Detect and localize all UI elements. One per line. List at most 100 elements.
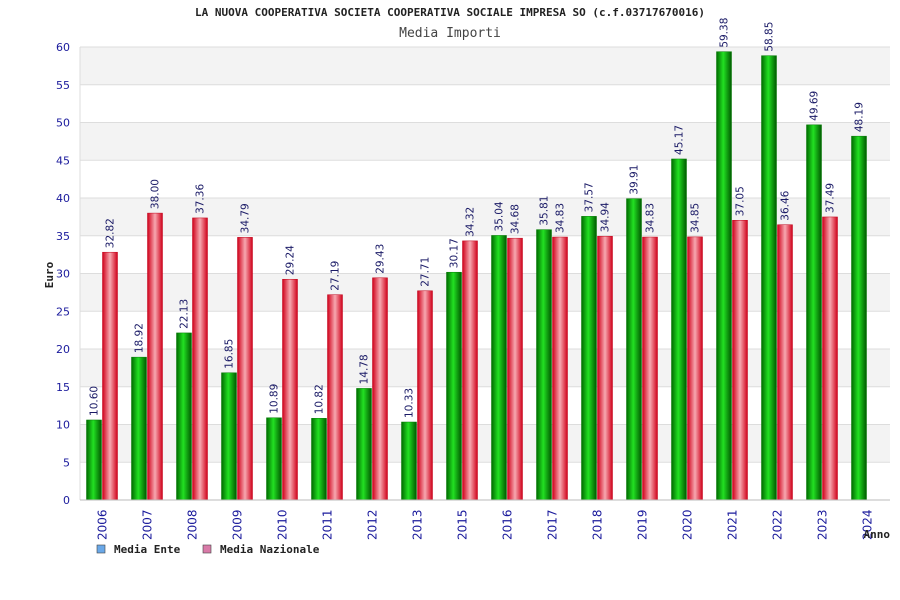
y-tick-label: 0 xyxy=(63,494,70,507)
value-label-media-ente-2013: 10.33 xyxy=(404,388,416,418)
bar-media-nazionale-2022 xyxy=(777,224,793,501)
plot-band xyxy=(80,386,890,425)
y-tick-label: 60 xyxy=(56,41,70,54)
x-tick-label-2007: 2007 xyxy=(141,509,155,540)
bar-media-ente-2019 xyxy=(626,198,642,501)
plot-band xyxy=(80,198,890,236)
bars xyxy=(86,51,867,501)
bar-media-ente-2011 xyxy=(311,418,327,501)
bar-media-nazionale-2019 xyxy=(642,236,658,501)
x-tick-label-2012: 2012 xyxy=(366,509,380,540)
y-axis-ticks: 0 5 10 15 20 25 30 35 40 45 50 55 60 xyxy=(56,41,70,507)
x-tick-label-2009: 2009 xyxy=(231,509,245,540)
plot-band xyxy=(80,122,890,161)
x-tick-label-2013: 2013 xyxy=(411,509,425,540)
bar-media-ente-2010 xyxy=(266,417,282,501)
y-tick-label: 45 xyxy=(56,154,70,167)
bar-media-ente-2021 xyxy=(716,51,732,501)
value-label-media-nazionale-2016: 34.68 xyxy=(510,204,522,234)
legend-swatch-media-ente xyxy=(96,544,106,554)
value-label-media-nazionale-2006: 32.82 xyxy=(105,218,117,248)
bar-media-nazionale-2011 xyxy=(327,294,343,501)
chart-title: LA NUOVA COOPERATIVA SOCIETA COOPERATIVA… xyxy=(195,6,705,19)
plot-band xyxy=(80,311,890,349)
value-labels: 10.60 32.82 18.92 38.00 22.13 37.36 16.85 34.79… xyxy=(89,18,866,418)
plot-band xyxy=(80,47,890,85)
bar-media-nazionale-2016 xyxy=(507,237,523,501)
x-tick-label-2008: 2008 xyxy=(186,509,200,540)
value-label-media-ente-2020: 45.17 xyxy=(674,125,686,155)
legend-swatch-media-nazionale xyxy=(202,544,212,554)
value-label-media-ente-2024: 48.19 xyxy=(854,102,866,132)
value-label-media-ente-2010: 10.89 xyxy=(269,384,281,414)
bar-media-nazionale-2023 xyxy=(822,216,838,501)
x-tick-label-2006: 2006 xyxy=(96,509,110,540)
value-label-media-nazionale-2010: 29.24 xyxy=(285,245,297,275)
value-label-media-nazionale-2012: 29.43 xyxy=(375,244,387,274)
plot-band xyxy=(80,273,890,312)
y-tick-label: 15 xyxy=(56,381,70,394)
value-label-media-ente-2015: 30.17 xyxy=(449,238,461,268)
bar-media-ente-2015 xyxy=(446,271,462,501)
x-axis-label: Anno xyxy=(864,528,891,541)
value-label-media-nazionale-2023: 37.49 xyxy=(825,183,837,213)
bar-media-nazionale-2015 xyxy=(462,240,478,501)
bar-media-ente-2024 xyxy=(851,135,867,501)
value-label-media-nazionale-2020: 34.85 xyxy=(690,203,702,233)
y-tick-label: 35 xyxy=(56,230,70,243)
y-tick-label: 20 xyxy=(56,343,70,356)
x-tick-label-2019: 2019 xyxy=(636,509,650,540)
value-label-media-ente-2023: 49.69 xyxy=(809,91,821,121)
bar-media-ente-2009 xyxy=(221,372,237,501)
plot-band xyxy=(80,84,890,123)
bar-media-nazionale-2010 xyxy=(282,278,298,501)
y-tick-label: 10 xyxy=(56,419,70,432)
bar-media-nazionale-2007 xyxy=(147,212,163,501)
y-tick-label: 50 xyxy=(56,117,70,130)
plot-band xyxy=(80,235,890,274)
bar-media-ente-2007 xyxy=(131,356,147,501)
plot-band xyxy=(80,160,890,198)
bar-media-ente-2016 xyxy=(491,235,507,501)
y-tick-label: 30 xyxy=(56,268,70,281)
legend-label-media-nazionale: Media Nazionale xyxy=(220,543,320,556)
y-tick-label: 5 xyxy=(63,456,70,469)
legend-label-media-ente: Media Ente xyxy=(114,543,181,556)
value-label-media-ente-2009: 16.85 xyxy=(224,339,236,369)
value-label-media-ente-2007: 18.92 xyxy=(134,323,146,353)
value-label-media-nazionale-2019: 34.83 xyxy=(645,203,657,233)
x-tick-label-2017: 2017 xyxy=(546,509,560,540)
x-tick-label-2023: 2023 xyxy=(816,509,830,540)
value-label-media-nazionale-2011: 27.19 xyxy=(330,261,342,291)
value-label-media-nazionale-2008: 37.36 xyxy=(195,184,207,214)
value-label-media-ente-2016: 35.04 xyxy=(494,201,506,231)
x-tick-label-2010: 2010 xyxy=(276,509,290,540)
value-label-media-ente-2022: 58.85 xyxy=(764,22,776,52)
y-axis-label: Euro xyxy=(43,261,56,288)
x-tick-label-2024: 2024 xyxy=(861,509,875,540)
bar-media-nazionale-2006 xyxy=(102,251,118,501)
bar-media-nazionale-2012 xyxy=(372,277,388,501)
x-tick-label-2016: 2016 xyxy=(501,509,515,540)
bar-media-ente-2022 xyxy=(761,55,777,501)
legend: Media Ente Media Nazionale xyxy=(96,543,320,556)
plot-band xyxy=(80,462,890,500)
x-tick-label-2020: 2020 xyxy=(681,509,695,540)
bar-media-nazionale-2009 xyxy=(237,237,253,501)
bar-media-ente-2018 xyxy=(581,216,597,501)
x-tick-label-2011: 2011 xyxy=(321,509,335,540)
value-label-media-ente-2017: 35.81 xyxy=(539,196,551,226)
y-tick-label: 40 xyxy=(56,192,70,205)
value-label-media-nazionale-2013: 27.71 xyxy=(420,257,432,287)
value-label-media-nazionale-2021: 37.05 xyxy=(735,186,747,216)
y-tick-label: 25 xyxy=(56,305,70,318)
value-label-media-nazionale-2017: 34.83 xyxy=(555,203,567,233)
value-label-media-ente-2012: 14.78 xyxy=(359,354,371,384)
bar-media-nazionale-2018 xyxy=(597,235,613,501)
x-tick-label-2022: 2022 xyxy=(771,509,785,540)
bar-media-nazionale-2008 xyxy=(192,217,208,501)
value-label-media-nazionale-2022: 36.46 xyxy=(780,190,792,220)
value-label-media-nazionale-2018: 34.94 xyxy=(600,202,612,232)
bar-media-ente-2020 xyxy=(671,158,687,501)
value-label-media-nazionale-2009: 34.79 xyxy=(240,203,252,233)
